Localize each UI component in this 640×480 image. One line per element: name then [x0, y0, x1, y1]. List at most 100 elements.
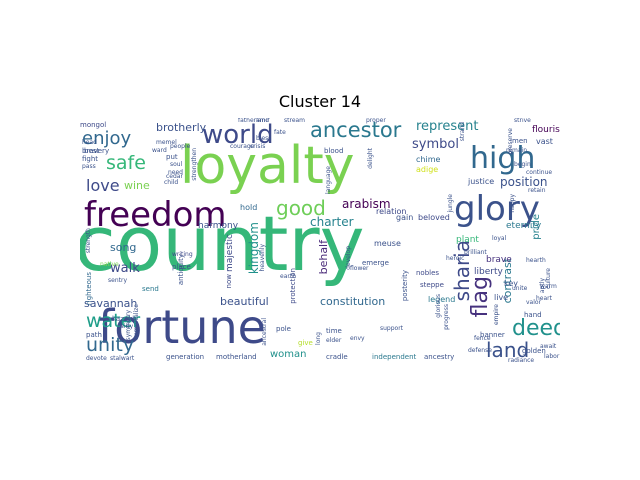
word: immortalize: [133, 304, 140, 340]
word: brave: [486, 255, 512, 265]
word: fence: [474, 335, 491, 342]
word: bless: [256, 135, 272, 142]
word: earth: [280, 273, 296, 280]
word: time: [326, 327, 342, 335]
word: unite: [512, 285, 528, 292]
word: emerge: [362, 259, 389, 267]
word: sentry: [108, 277, 127, 284]
word: meuse: [374, 239, 401, 248]
word: path: [86, 331, 102, 339]
word: warm: [540, 283, 557, 290]
word: native: [100, 261, 119, 268]
word: devote: [86, 355, 107, 362]
word: crisis: [250, 143, 266, 150]
word: beautiful: [220, 295, 269, 308]
word: symbol: [412, 137, 459, 152]
word: constitution: [320, 295, 386, 308]
word: nobles: [416, 269, 440, 277]
word: head: [82, 139, 97, 146]
word: glory: [454, 189, 540, 229]
word: ancestor: [310, 118, 402, 142]
word: need: [168, 169, 183, 176]
word: child: [164, 179, 179, 186]
word: adige: [416, 165, 439, 174]
word: majestic: [225, 234, 235, 272]
word: cradle: [326, 353, 348, 361]
word: plant: [456, 235, 479, 245]
word: fatherland: [238, 118, 270, 124]
word: liberty: [474, 267, 503, 277]
word: unity: [86, 334, 135, 356]
word: love: [86, 176, 120, 195]
word: live: [494, 293, 509, 302]
word: strengthen: [191, 148, 198, 181]
word: steppe: [420, 281, 444, 289]
word: charter: [310, 215, 354, 229]
word: bravery: [82, 147, 110, 155]
word: hold: [240, 203, 258, 212]
word: stream: [284, 118, 306, 124]
word: glorious: [435, 294, 442, 318]
word: flower: [350, 265, 369, 272]
word: vast: [536, 137, 553, 146]
word: hand: [524, 311, 542, 319]
word: continue: [526, 169, 553, 176]
word: now: [225, 274, 233, 289]
word: pass: [82, 163, 96, 170]
word: stalwart: [110, 355, 135, 362]
word: savannah: [84, 297, 138, 310]
word: land: [486, 338, 530, 362]
word: people: [170, 143, 191, 150]
word: golden: [522, 347, 546, 355]
word: song: [110, 241, 137, 254]
word: brilliant: [464, 249, 487, 256]
word: mongol: [80, 121, 107, 129]
word: gain: [396, 213, 414, 222]
word: retain: [528, 187, 546, 194]
word: fight: [82, 155, 99, 163]
word: progress: [443, 304, 450, 330]
word: woman: [270, 349, 307, 360]
word: memel: [156, 139, 177, 146]
word: language: [325, 166, 332, 194]
word: key: [504, 279, 519, 288]
word: high: [470, 141, 536, 176]
word: behalf: [317, 240, 330, 275]
word: elder: [326, 337, 342, 344]
word: fortune: [98, 300, 266, 354]
word-cloud: country fortune loyalty freedom glory wo…: [80, 118, 560, 362]
word: brotherly: [156, 121, 207, 134]
word: loyal: [492, 235, 507, 242]
word: world: [202, 120, 274, 150]
word: preserve: [507, 128, 514, 155]
word: heart: [536, 295, 552, 302]
word: motherland: [216, 353, 257, 361]
word: long: [315, 332, 322, 345]
word: hearth: [526, 257, 546, 264]
word: position: [500, 175, 548, 189]
word: independent: [372, 353, 417, 361]
word: give: [298, 339, 313, 347]
word: radiance: [508, 357, 535, 363]
word: heroic: [446, 255, 465, 262]
word: writing: [172, 251, 193, 258]
chart-title: Cluster 14: [278, 92, 362, 111]
word: place: [172, 263, 191, 271]
word: strand: [459, 122, 466, 142]
word: delight: [367, 148, 374, 169]
word: envy: [350, 335, 365, 342]
word: water: [86, 310, 141, 332]
word: await: [540, 343, 557, 350]
word: justice: [468, 177, 495, 186]
word: safe: [106, 152, 146, 174]
word: pole: [276, 325, 291, 333]
word: fate: [274, 129, 286, 136]
word: posterity: [401, 270, 409, 302]
word: amir: [256, 118, 270, 124]
word: cedar: [166, 173, 183, 180]
word: walk: [110, 261, 140, 276]
word: strength: [85, 228, 92, 254]
word: empire: [493, 304, 500, 326]
word: support: [380, 325, 404, 332]
